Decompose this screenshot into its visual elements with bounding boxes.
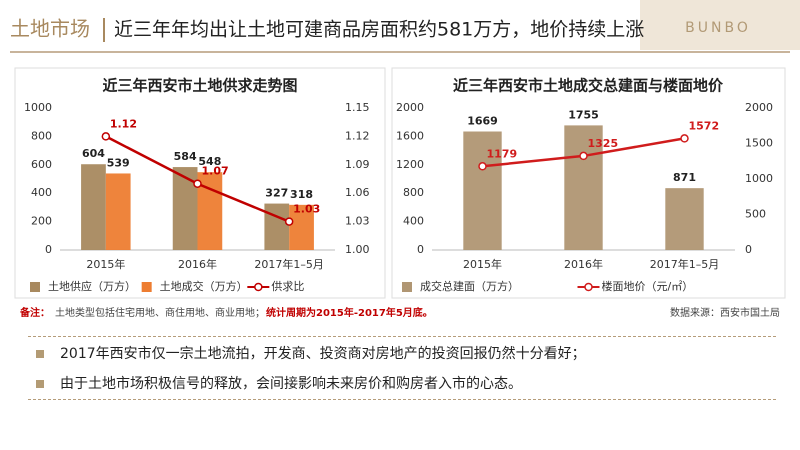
footnote-label: 备注： — [19, 306, 50, 319]
line-value-label: 1179 — [487, 147, 518, 160]
bullet: 2017年西安市仅一宗土地流拍，开发商、投资商对房地产的投资回报仍然十分看好； — [28, 341, 776, 367]
bar — [289, 204, 314, 250]
y-tick-label: 600 — [31, 158, 52, 171]
logo-pattern — [640, 0, 800, 50]
bar — [105, 173, 131, 250]
footnote-text: 土地类型包括住宅用地、商住用地、商业用地； — [55, 306, 265, 319]
bar — [81, 164, 106, 250]
legend-swatch — [141, 282, 152, 292]
line-value-label: 1.12 — [110, 117, 137, 130]
bar-value-label: 1669 — [467, 115, 498, 128]
legend-label: 供求比 — [271, 279, 304, 293]
y-tick-label: 1200 — [396, 158, 424, 171]
y2-tick-label: 1.09 — [345, 158, 370, 171]
bar-value-label: 871 — [673, 171, 696, 184]
line-value-label: 1.03 — [293, 203, 320, 216]
x-tick-label: 2015年 — [86, 257, 125, 271]
y-tick-label: 200 — [31, 215, 52, 228]
legend-label: 成交总建面（万方） — [420, 279, 519, 293]
bullet: 由于土地市场积极信号的释放，会间接影响未来房价和购房者入市的心态。 — [28, 371, 776, 397]
logo: BUNBO — [685, 20, 751, 36]
bar-value-label: 584 — [174, 150, 197, 163]
line-marker — [284, 217, 294, 226]
line-marker — [101, 132, 111, 141]
y-tick-label: 1000 — [24, 101, 52, 114]
x-tick-label: 2015年 — [463, 257, 502, 271]
line-marker — [478, 162, 487, 171]
legend-swatch — [30, 282, 40, 292]
y2-tick-label: 1.03 — [345, 215, 370, 228]
y2-tick-label: 2000 — [745, 101, 773, 114]
legend-swatch — [584, 282, 593, 292]
page-title: 近三年年均出让土地可建商品房面积约581万方，地价持续上涨 — [114, 19, 644, 41]
x-tick-label: 2017年1–5月 — [254, 257, 324, 271]
bar — [564, 125, 603, 250]
y-tick-label: 2000 — [396, 101, 424, 114]
line-marker — [579, 151, 588, 161]
y-tick-label: 400 — [403, 215, 424, 228]
line-marker — [193, 179, 202, 188]
y-tick-label: 400 — [31, 186, 52, 199]
bar — [665, 188, 704, 250]
y-tick-label: 800 — [31, 129, 52, 142]
y2-tick-label: 1.00 — [345, 243, 370, 256]
line-value-label: 1325 — [588, 137, 619, 150]
bar-value-label: 327 — [265, 187, 288, 200]
bar-value-label: 548 — [198, 155, 221, 168]
y2-tick-label: 1.12 — [345, 129, 370, 142]
legend-swatch — [402, 282, 412, 292]
y-tick-label: 0 — [417, 243, 424, 256]
line-marker — [680, 134, 689, 143]
y-tick-label: 1600 — [396, 129, 424, 142]
x-tick-label: 2016年 — [178, 257, 217, 271]
legend-label: 楼面地价（元/㎡） — [602, 279, 694, 293]
section-title: 土地市场 — [10, 17, 90, 41]
bar — [264, 203, 290, 250]
y2-tick-label: 1.06 — [345, 186, 370, 199]
line-value-label: 1572 — [689, 119, 720, 132]
chart-title: 近三年西安市土地成交总建面与楼面地价 — [453, 77, 724, 95]
legend-label: 土地供应（万方） — [48, 279, 136, 293]
x-tick-label: 2016年 — [564, 257, 603, 271]
y2-tick-label: 1500 — [745, 137, 773, 150]
bar — [463, 131, 502, 250]
bar-value-label: 1755 — [568, 108, 599, 121]
chart-title: 近三年西安市土地供求走势图 — [102, 77, 297, 95]
y-tick-label: 0 — [45, 243, 52, 256]
y-tick-label: 800 — [403, 186, 424, 199]
panel — [391, 67, 786, 299]
x-tick-label: 2017年1–5月 — [650, 257, 720, 271]
bar — [172, 167, 198, 250]
footnote-period: 统计周期为2015年-2017年5月底。 — [266, 306, 433, 319]
bar-value-label: 318 — [290, 188, 313, 201]
legend-label: 土地成交（万方） — [160, 279, 248, 293]
y2-tick-label: 500 — [745, 208, 766, 221]
bullet-box: 2017年西安市仅一宗土地流拍，开发商、投资商对房地产的投资回报仍然十分看好； … — [28, 336, 776, 400]
source: 数据来源：西安市国土局 — [670, 306, 780, 319]
bar-value-label: 539 — [107, 156, 130, 169]
bar-value-label: 604 — [82, 147, 105, 160]
y2-tick-label: 1.15 — [345, 101, 370, 114]
y2-tick-label: 1000 — [745, 172, 773, 185]
line-value-label: 1.07 — [202, 165, 229, 178]
legend-swatch — [254, 282, 263, 292]
panel — [14, 67, 386, 299]
y2-tick-label: 0 — [745, 243, 752, 256]
